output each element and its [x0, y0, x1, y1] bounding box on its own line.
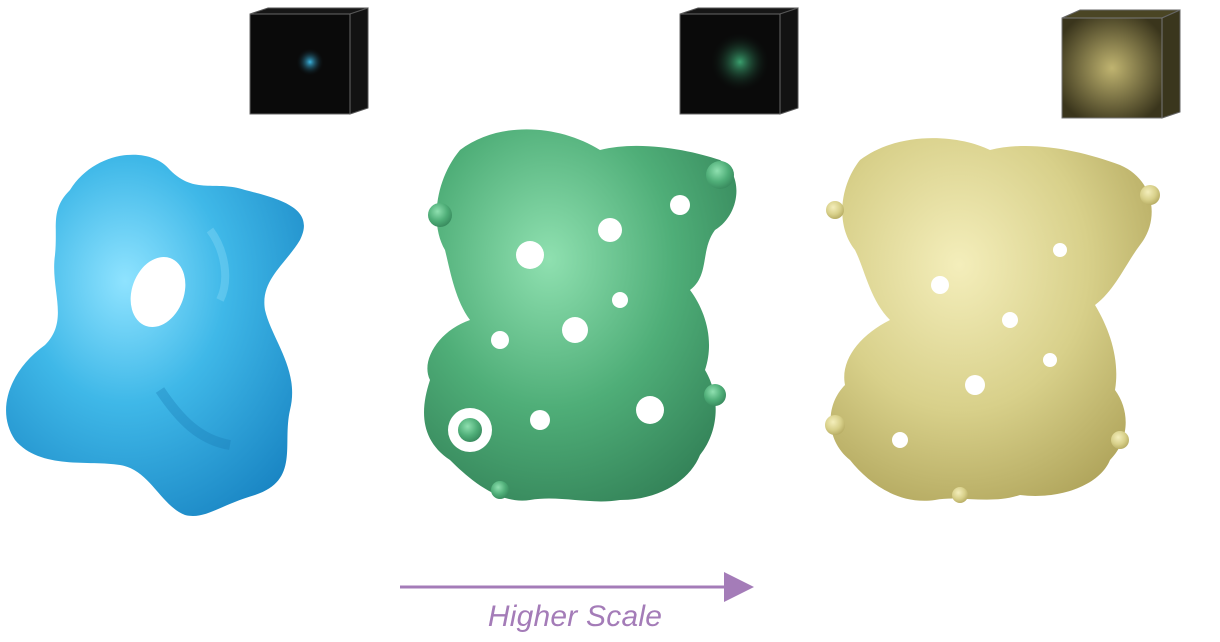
low-res-volume-cube: [249, 7, 369, 115]
high-res-volume-cube: [1061, 9, 1181, 119]
high-resolution-map: [825, 138, 1160, 503]
low-resolution-map: [6, 154, 304, 516]
mid-res-volume-cube: [679, 7, 799, 115]
medium-resolution-map: [424, 129, 737, 502]
scale-caption: Higher Scale: [487, 600, 663, 633]
